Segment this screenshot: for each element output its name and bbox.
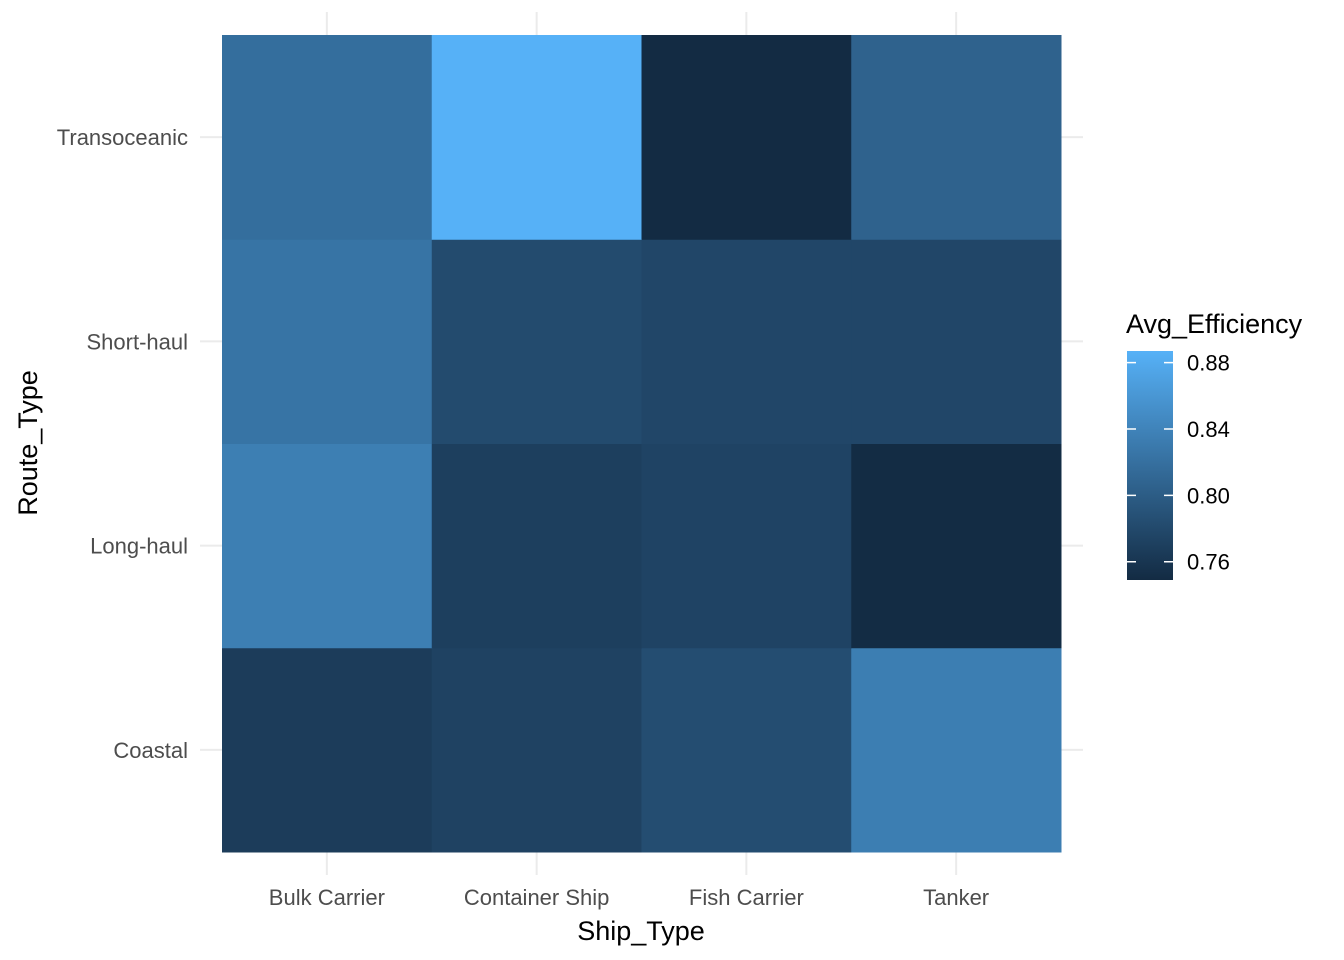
heatmap-cell [431,35,642,240]
x-tick-label: Fish Carrier [689,885,804,910]
x-tick-label: Tanker [923,885,989,910]
heatmap-cell [641,35,852,240]
x-tick-label: Container Ship [464,885,610,910]
heatmap-cell [851,443,1062,649]
legend-ticks: 0.88 0.84 0.80 0.76 [1127,351,1230,575]
legend-colorbar [1127,351,1173,580]
legend-title: Avg_Efficiency [1126,309,1303,339]
legend-tick-label: 0.76 [1187,550,1230,575]
heatmap-cell [641,647,852,853]
x-axis-ticks: Bulk Carrier Container Ship Fish Carrier Ta… [269,885,989,910]
y-axis-ticks: Coastal Long-haul Short-haul Transoceanic [57,125,188,763]
heatmap-cell [851,647,1062,853]
x-tick-label: Bulk Carrier [269,885,385,910]
legend: Avg_Efficiency 0.88 0.84 0.80 0.76 [1126,309,1303,580]
heatmap-cell [851,239,1062,444]
y-tick-label: Coastal [113,738,188,763]
y-tick-label: Short-haul [86,329,188,354]
heatmap-cell [431,647,642,853]
heatmap-cell [431,239,642,444]
y-tick-label: Transoceanic [57,125,188,150]
legend-tick-label: 0.88 [1187,351,1230,376]
heatmap-cell [222,443,433,649]
y-tick-label: Long-haul [90,534,188,559]
heatmap-cell [851,35,1062,240]
y-axis-title: Route_Type [13,370,43,516]
heatmap-tiles [222,35,1062,853]
legend-tick-label: 0.80 [1187,483,1230,508]
heatmap-cell [222,239,433,444]
heatmap-cell [641,239,852,444]
heatmap-cell [431,443,642,649]
x-axis-title: Ship_Type [577,916,705,946]
heatmap-cell [222,35,433,240]
heatmap-cell [641,443,852,649]
heatmap-cell [222,647,433,853]
legend-tick-label: 0.84 [1187,417,1230,442]
